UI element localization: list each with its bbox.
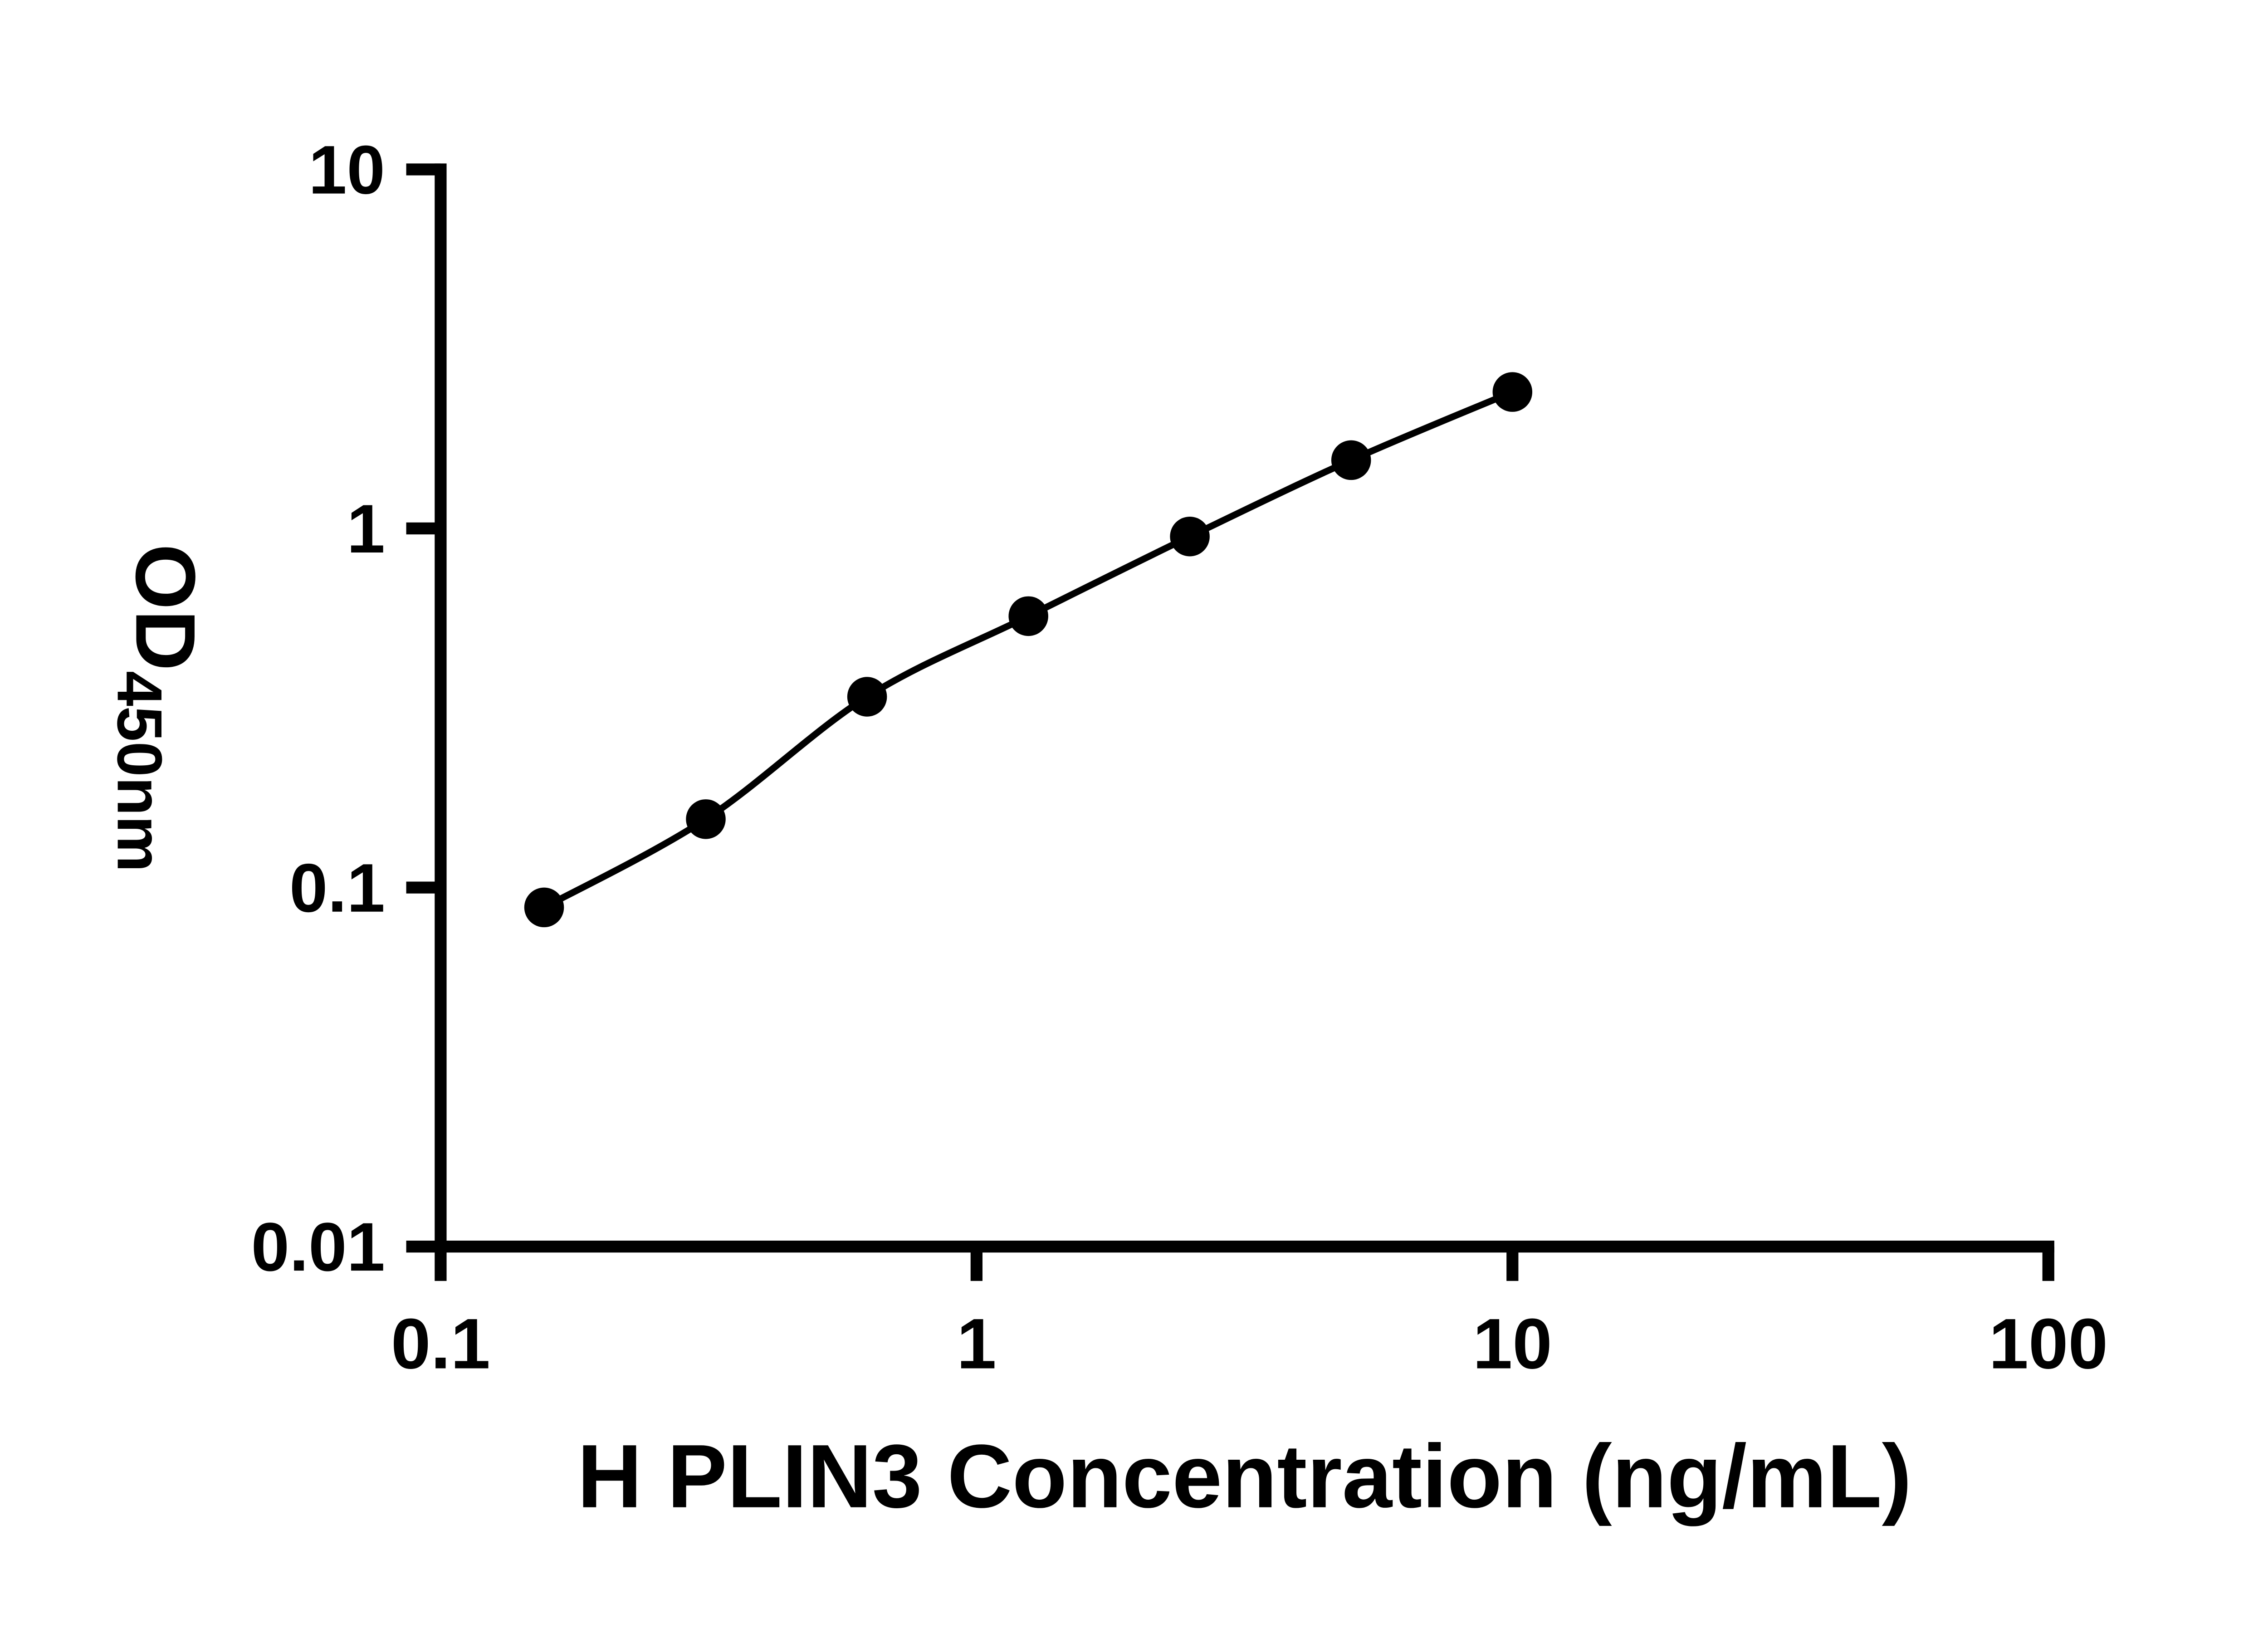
y-tick-label: 0.1: [289, 850, 385, 927]
x-tick-label: 0.1: [391, 1304, 490, 1384]
x-tick-label: 100: [1989, 1304, 2108, 1384]
data-point: [1331, 440, 1371, 480]
data-point: [1008, 596, 1048, 636]
y-tick-label: 0.01: [251, 1209, 385, 1286]
data-point: [524, 887, 564, 928]
x-axis-title: H PLIN3 Concentration (ng/mL): [577, 1426, 1911, 1527]
data-point: [1170, 516, 1210, 557]
y-tick-label: 10: [308, 132, 385, 209]
data-point: [847, 677, 887, 717]
data-point: [1492, 372, 1533, 412]
x-tick-label: 10: [1473, 1304, 1552, 1384]
y-axis-title-main: OD: [118, 544, 213, 671]
axis-lines: [435, 163, 2054, 1253]
data-point: [686, 799, 726, 839]
y-tick-label: 1: [347, 491, 385, 567]
y-axis-title-subscript: 450nm: [104, 671, 176, 872]
y-axis-title: OD450nm: [104, 544, 213, 872]
x-tick-label: 1: [957, 1304, 997, 1384]
